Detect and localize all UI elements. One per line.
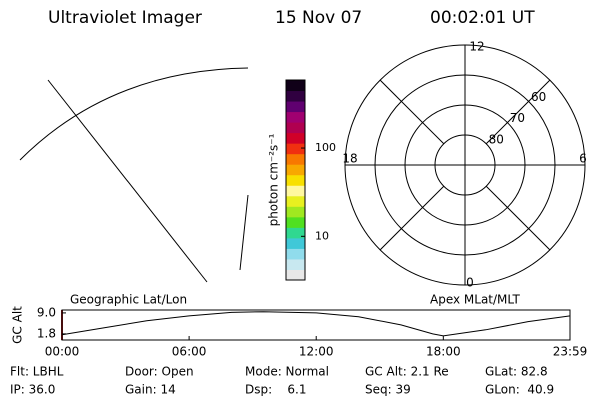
colorbar-cell — [286, 195, 305, 207]
polar-axis — [379, 185, 445, 251]
colorbar-cell — [286, 185, 305, 197]
x-tick-label: 12:00 — [299, 345, 334, 359]
info-field: GLat: 82.8 — [485, 365, 548, 379]
colorbar-cell — [286, 80, 305, 92]
y-tick-label: 9.0 — [37, 305, 56, 319]
map-line — [19, 67, 249, 161]
mlt-label: 12 — [469, 40, 484, 54]
colorbar-tick-label: 10 — [315, 229, 329, 242]
x-tick-label: 06:00 — [172, 345, 207, 359]
info-field: Mode: Normal — [245, 365, 329, 379]
colorbar-tick-label: 100 — [315, 141, 336, 154]
lat-label: 60 — [531, 90, 546, 104]
mlt-label: 6 — [579, 152, 587, 166]
info-field: GLon: 40.9 — [485, 383, 554, 397]
info-field: GC Alt: 2.1 Re — [365, 365, 449, 379]
colorbar-cell — [286, 143, 305, 155]
polar-axis — [485, 79, 551, 145]
y-axis-label: GC Alt — [11, 306, 25, 344]
colorbar-cell — [286, 90, 305, 102]
mlt-label: 0 — [466, 276, 474, 290]
colorbar-cell — [286, 164, 305, 176]
colorbar-cell — [286, 132, 305, 144]
lat-label: 80 — [489, 132, 504, 146]
altitude-line — [61, 311, 571, 337]
info-field: Door: Open — [125, 365, 194, 379]
lat-circle — [434, 134, 496, 196]
lat-label: 70 — [510, 111, 525, 125]
colorbar-cell — [286, 153, 305, 165]
info-field: Gain: 14 — [125, 383, 176, 397]
map-line — [47, 79, 208, 283]
instrument: Ultraviolet Imager — [48, 8, 202, 28]
info-field: Flt: LBHL — [10, 365, 64, 379]
colorbar-cell — [286, 216, 305, 228]
x-tick-label: 18:00 — [426, 345, 461, 359]
lat-circle — [404, 104, 526, 226]
time: 00:02:01 UT — [430, 8, 535, 28]
colorbar-cell — [286, 258, 305, 270]
x-tick-label: 00:00 — [45, 345, 80, 359]
colorbar-cell — [286, 111, 305, 123]
colorbar-cell — [286, 269, 305, 281]
colorbar-cell — [286, 174, 305, 186]
colorbar-cell — [286, 206, 305, 218]
plot-frame — [61, 309, 571, 341]
x-tick-label: 23:59 — [553, 345, 588, 359]
colorbar-label: photon cm⁻²s⁻¹ — [267, 133, 281, 226]
polar-axis — [485, 185, 551, 251]
info-field: Seq: 39 — [365, 383, 411, 397]
colorbar-cell — [286, 248, 305, 260]
y-tick-label: 1.8 — [37, 326, 56, 340]
date: 15 Nov 07 — [275, 8, 362, 28]
info-field: IP: 36.0 — [10, 383, 55, 397]
colorbar-cell — [286, 237, 305, 249]
map-line — [239, 194, 249, 271]
colorbar-frame — [285, 79, 306, 281]
info-field: Dsp: 6.1 — [245, 383, 307, 397]
colorbar-cell — [286, 122, 305, 134]
mlt-label: 18 — [342, 152, 357, 166]
colorbar-cell — [286, 101, 305, 113]
right-label: Apex MLat/MLT — [430, 293, 520, 307]
left-label: Geographic Lat/Lon — [70, 293, 187, 307]
colorbar-cell — [286, 227, 305, 239]
polar-axis — [379, 79, 445, 145]
lat-circle — [374, 74, 556, 256]
